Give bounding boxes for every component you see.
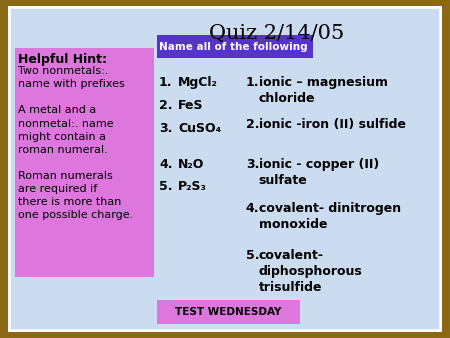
- FancyBboxPatch shape: [158, 300, 301, 324]
- Text: FeS: FeS: [178, 99, 204, 112]
- Text: P₂S₃: P₂S₃: [178, 180, 207, 193]
- FancyBboxPatch shape: [8, 6, 442, 332]
- Text: 5.: 5.: [159, 180, 172, 193]
- Text: MgCl₂: MgCl₂: [178, 76, 218, 89]
- FancyBboxPatch shape: [14, 10, 436, 328]
- Text: 2.: 2.: [159, 99, 172, 112]
- Text: 2.: 2.: [246, 119, 259, 131]
- Text: 1.: 1.: [159, 76, 172, 89]
- Text: covalent- dinitrogen
monoxide: covalent- dinitrogen monoxide: [259, 201, 401, 231]
- Text: 5.: 5.: [246, 249, 259, 262]
- FancyBboxPatch shape: [158, 35, 314, 58]
- Text: Name all of the following: Name all of the following: [159, 42, 308, 52]
- Text: 4.: 4.: [159, 158, 172, 171]
- Text: CuSO₄: CuSO₄: [178, 122, 221, 135]
- Text: ionic -iron (II) sulfide: ionic -iron (II) sulfide: [259, 119, 406, 131]
- Text: ionic – magnesium
chloride: ionic – magnesium chloride: [259, 76, 388, 105]
- FancyBboxPatch shape: [14, 48, 154, 276]
- Text: TEST WEDNESDAY: TEST WEDNESDAY: [176, 307, 282, 317]
- Text: ionic - copper (II)
sulfate: ionic - copper (II) sulfate: [259, 158, 379, 187]
- Text: covalent-
diphosphorous
trisulfide: covalent- diphosphorous trisulfide: [259, 249, 363, 294]
- Text: 4.: 4.: [246, 201, 259, 215]
- Text: Two nonmetals:.
name with prefixes

A metal and a
nonmetal:. name
might contain : Two nonmetals:. name with prefixes A met…: [18, 66, 133, 220]
- Text: 3.: 3.: [159, 122, 172, 135]
- Text: 1.: 1.: [246, 76, 259, 89]
- Text: N₂O: N₂O: [178, 158, 204, 171]
- Text: Quiz 2/14/05: Quiz 2/14/05: [209, 24, 345, 43]
- Text: Helpful Hint:: Helpful Hint:: [18, 53, 107, 66]
- Text: 3.: 3.: [246, 158, 259, 171]
